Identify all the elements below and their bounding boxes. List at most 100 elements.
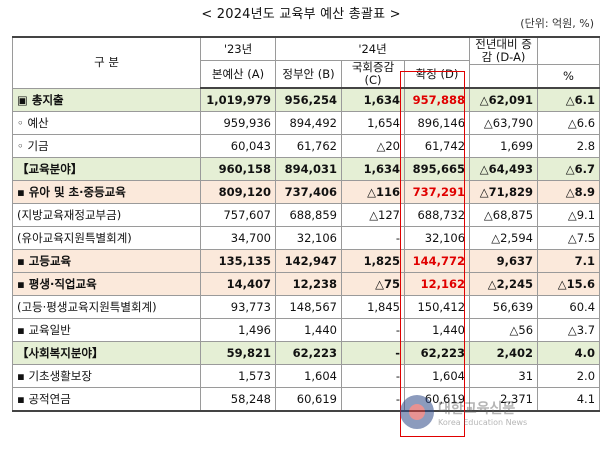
cell-b: 894,492 [275, 111, 342, 135]
cell-c: - [341, 226, 405, 250]
cell-d: 144,772 [403, 249, 471, 273]
header-diff-sub [469, 64, 539, 89]
row-label: (유아교육지원특별회계) [12, 226, 201, 250]
row-label: ▪ 고등교육 [12, 249, 201, 273]
header-col-b: 정부안 (B) [275, 60, 342, 89]
cell-pct: △6.7 [537, 157, 601, 181]
cell-diff: 2,402 [469, 341, 539, 365]
cell-c: 1,634 [341, 157, 405, 181]
cell-pct: 4.0 [537, 341, 601, 365]
cell-pct: △15.6 [537, 272, 601, 296]
cell-pct: 7.1 [537, 249, 601, 273]
table-row: ◦ 예산 959,936 894,492 1,654 896,146 △63,7… [12, 111, 601, 135]
cell-diff: △62,091 [469, 87, 539, 112]
row-label: ▪ 기초생활보장 [12, 364, 201, 388]
cell-c: 1,654 [341, 111, 405, 135]
header-category: 구 분 [12, 36, 201, 89]
cell-a: 1,496 [200, 318, 276, 342]
cell-d: 737,291 [403, 180, 471, 204]
table-row: (지방교육재정교부금) 757,607 688,859 △127 688,732… [12, 203, 601, 227]
cell-a: 1,573 [200, 364, 276, 388]
cell-a: 14,407 [200, 272, 276, 296]
cell-b: 737,406 [275, 180, 342, 204]
header-col-a: 본예산 (A) [200, 60, 276, 89]
cell-d: 32,106 [403, 226, 471, 250]
cell-d: 895,665 [403, 157, 471, 181]
cell-d: 60,619 [403, 387, 471, 412]
cell-c: △116 [341, 180, 405, 204]
budget-table: 구 분 '23년 '24년 전년대비 증감 (D-A) 본예산 (A) 정부안 … [12, 36, 601, 412]
cell-diff: 31 [469, 364, 539, 388]
table-row: 【교육분야】 960,158 894,031 1,634 895,665 △64… [12, 157, 601, 181]
row-label: (고등·평생교육지원특별회계) [12, 295, 201, 319]
cell-d: 12,162 [403, 272, 471, 296]
cell-a: 60,043 [200, 134, 276, 158]
table-row: ▪ 고등교육 135,135 142,947 1,825 144,772 9,6… [12, 249, 601, 273]
cell-pct: △6.1 [537, 87, 601, 112]
header-pct: % [537, 64, 601, 89]
cell-b: 60,619 [275, 387, 342, 412]
cell-b: 1,604 [275, 364, 342, 388]
cell-diff: △64,493 [469, 157, 539, 181]
cell-diff: 2,371 [469, 387, 539, 412]
header-col-c: 국회증감 (C) [341, 60, 405, 89]
cell-d: 957,888 [403, 87, 471, 112]
cell-diff: 9,637 [469, 249, 539, 273]
table-row: 【사회복지분야】 59,821 62,223 - 62,223 2,402 4.… [12, 341, 601, 365]
cell-b: 32,106 [275, 226, 342, 250]
cell-b: 62,223 [275, 341, 342, 365]
row-label: ▪ 교육일반 [12, 318, 201, 342]
row-label: ▪ 공적연금 [12, 387, 201, 412]
cell-c: △20 [341, 134, 405, 158]
cell-diff: △2,594 [469, 226, 539, 250]
cell-a: 93,773 [200, 295, 276, 319]
cell-diff: 1,699 [469, 134, 539, 158]
table-row: (고등·평생교육지원특별회계) 93,773 148,567 1,845 150… [12, 295, 601, 319]
cell-pct: △9.1 [537, 203, 601, 227]
cell-a: 757,607 [200, 203, 276, 227]
cell-pct: 60.4 [537, 295, 601, 319]
cell-a: 1,019,979 [200, 87, 276, 112]
cell-pct: 2.8 [537, 134, 601, 158]
cell-c: △127 [341, 203, 405, 227]
table-row: ▣ 총지출 1,019,979 956,254 1,634 957,888 △6… [12, 87, 601, 112]
cell-a: 135,135 [200, 249, 276, 273]
cell-b: 148,567 [275, 295, 342, 319]
cell-diff: △71,829 [469, 180, 539, 204]
cell-b: 956,254 [275, 87, 342, 112]
cell-pct: 2.0 [537, 364, 601, 388]
cell-b: 12,238 [275, 272, 342, 296]
cell-a: 58,248 [200, 387, 276, 412]
cell-c: - [341, 318, 405, 342]
table-row: ▪ 기초생활보장 1,573 1,604 - 1,604 31 2.0 [12, 364, 601, 388]
cell-c: - [341, 341, 405, 365]
cell-b: 142,947 [275, 249, 342, 273]
cell-diff: △68,875 [469, 203, 539, 227]
cell-a: 809,120 [200, 180, 276, 204]
table-row: ◦ 기금 60,043 61,762 △20 61,742 1,699 2.8 [12, 134, 601, 158]
cell-b: 61,762 [275, 134, 342, 158]
table-row: ▪ 교육일반 1,496 1,440 - 1,440 △56 △3.7 [12, 318, 601, 342]
cell-c: 1,825 [341, 249, 405, 273]
cell-c: - [341, 364, 405, 388]
cell-diff: 56,639 [469, 295, 539, 319]
cell-d: 61,742 [403, 134, 471, 158]
table-title: < 2024년도 교육부 예산 총괄표 > [201, 7, 401, 22]
cell-a: 59,821 [200, 341, 276, 365]
cell-a: 959,936 [200, 111, 276, 135]
header-diff: 전년대비 증감 (D-A) [469, 36, 539, 65]
row-label: (지방교육재정교부금) [12, 203, 201, 227]
cell-diff: △2,245 [469, 272, 539, 296]
row-label: 【사회복지분야】 [12, 341, 201, 365]
table-row: ▪ 유아 및 초·중등교육 809,120 737,406 △116 737,2… [12, 180, 601, 204]
row-label: ▣ 총지출 [12, 87, 201, 112]
table-row: ▪ 공적연금 58,248 60,619 - 60,619 2,371 4.1 [12, 387, 601, 412]
cell-d: 1,604 [403, 364, 471, 388]
cell-pct: △7.5 [537, 226, 601, 250]
cell-c: △75 [341, 272, 405, 296]
cell-diff: △56 [469, 318, 539, 342]
row-label: 【교육분야】 [12, 157, 201, 181]
cell-d: 688,732 [403, 203, 471, 227]
header-pct-blank [537, 36, 601, 65]
header-year23: '23년 [200, 36, 276, 61]
